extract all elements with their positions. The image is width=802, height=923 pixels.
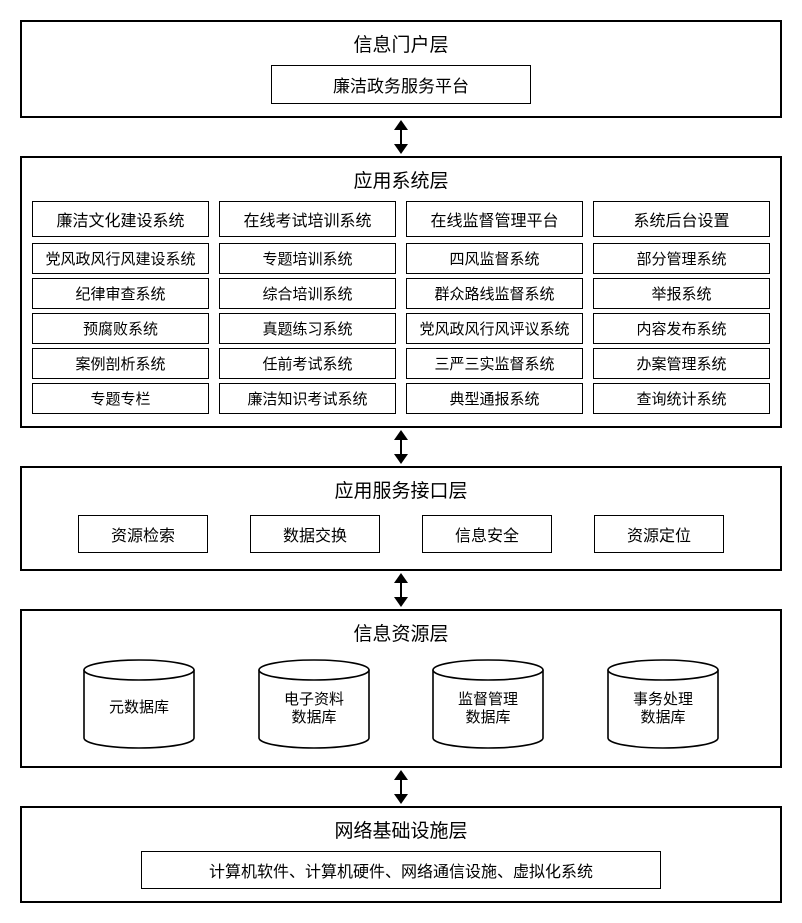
svc-row: 资源检索 数据交换 信息安全 资源定位 bbox=[32, 511, 770, 557]
double-arrow-icon bbox=[389, 120, 413, 154]
svc-item: 资源检索 bbox=[78, 515, 208, 553]
svc-item: 信息安全 bbox=[422, 515, 552, 553]
app-col-2: 在线监督管理平台 四风监督系统 群众路线监督系统 党风政风行风评议系统 三严三实… bbox=[406, 201, 583, 414]
db-cylinder: 监督管理数据库 bbox=[418, 658, 558, 750]
cylinder-icon: 监督管理数据库 bbox=[432, 658, 544, 750]
double-arrow-icon bbox=[389, 430, 413, 464]
app-col-header: 在线考试培训系统 bbox=[219, 201, 396, 237]
svc-item: 资源定位 bbox=[594, 515, 724, 553]
db-cylinder: 电子资料数据库 bbox=[244, 658, 384, 750]
connector-3 bbox=[20, 573, 782, 607]
app-item: 党风政风行风建设系统 bbox=[32, 243, 209, 274]
app-item: 举报系统 bbox=[593, 278, 770, 309]
app-item: 典型通报系统 bbox=[406, 383, 583, 414]
db-label: 数据库 bbox=[640, 709, 685, 726]
cylinder-icon: 事务处理数据库 bbox=[607, 658, 719, 750]
app-item: 任前考试系统 bbox=[219, 348, 396, 379]
cylinder-icon: 元数据库 bbox=[83, 658, 195, 750]
layer-title-portal: 信息门户层 bbox=[32, 30, 770, 57]
layer-portal: 信息门户层 廉洁政务服务平台 bbox=[20, 20, 782, 118]
app-item: 办案管理系统 bbox=[593, 348, 770, 379]
app-item: 廉洁知识考试系统 bbox=[219, 383, 396, 414]
app-item: 预腐败系统 bbox=[32, 313, 209, 344]
db-row: 元数据库 电子资料数据库 监督管理数据库 事务处理数据库 bbox=[32, 654, 770, 754]
app-item: 内容发布系统 bbox=[593, 313, 770, 344]
app-col-header: 系统后台设置 bbox=[593, 201, 770, 237]
app-col-header: 廉洁文化建设系统 bbox=[32, 201, 209, 237]
app-col-0: 廉洁文化建设系统 党风政风行风建设系统 纪律审查系统 预腐败系统 案例剖析系统 … bbox=[32, 201, 209, 414]
connector-2 bbox=[20, 430, 782, 464]
app-item: 案例剖析系统 bbox=[32, 348, 209, 379]
layer-title-svc: 应用服务接口层 bbox=[32, 476, 770, 503]
app-item: 纪律审查系统 bbox=[32, 278, 209, 309]
svc-item: 数据交换 bbox=[250, 515, 380, 553]
app-item: 部分管理系统 bbox=[593, 243, 770, 274]
app-col-1: 在线考试培训系统 专题培训系统 综合培训系统 真题练习系统 任前考试系统 廉洁知… bbox=[219, 201, 396, 414]
infra-content-box: 计算机软件、计算机硬件、网络通信设施、虚拟化系统 bbox=[141, 851, 661, 889]
db-cylinder: 事务处理数据库 bbox=[593, 658, 733, 750]
layer-title-res: 信息资源层 bbox=[32, 619, 770, 646]
db-label: 元数据库 bbox=[109, 699, 169, 716]
app-item: 三严三实监督系统 bbox=[406, 348, 583, 379]
connector-4 bbox=[20, 770, 782, 804]
layer-svc: 应用服务接口层 资源检索 数据交换 信息安全 资源定位 bbox=[20, 466, 782, 571]
app-item: 党风政风行风评议系统 bbox=[406, 313, 583, 344]
app-col-3: 系统后台设置 部分管理系统 举报系统 内容发布系统 办案管理系统 查询统计系统 bbox=[593, 201, 770, 414]
db-label: 数据库 bbox=[291, 709, 336, 726]
db-cylinder: 元数据库 bbox=[69, 658, 209, 750]
portal-platform-box: 廉洁政务服务平台 bbox=[271, 65, 531, 104]
double-arrow-icon bbox=[389, 573, 413, 607]
db-label: 监督管理 bbox=[458, 691, 518, 708]
app-item: 综合培训系统 bbox=[219, 278, 396, 309]
app-item: 群众路线监督系统 bbox=[406, 278, 583, 309]
app-item: 专题培训系统 bbox=[219, 243, 396, 274]
db-label: 电子资料 bbox=[284, 691, 344, 708]
connector-1 bbox=[20, 120, 782, 154]
app-item: 四风监督系统 bbox=[406, 243, 583, 274]
app-item: 查询统计系统 bbox=[593, 383, 770, 414]
layer-title-app: 应用系统层 bbox=[32, 166, 770, 193]
db-label: 数据库 bbox=[466, 709, 511, 726]
db-label: 事务处理 bbox=[633, 691, 693, 708]
layer-infra: 网络基础设施层 计算机软件、计算机硬件、网络通信设施、虚拟化系统 bbox=[20, 806, 782, 903]
app-item: 专题专栏 bbox=[32, 383, 209, 414]
layer-app: 应用系统层 廉洁文化建设系统 党风政风行风建设系统 纪律审查系统 预腐败系统 案… bbox=[20, 156, 782, 428]
app-col-header: 在线监督管理平台 bbox=[406, 201, 583, 237]
layer-title-infra: 网络基础设施层 bbox=[32, 816, 770, 843]
double-arrow-icon bbox=[389, 770, 413, 804]
cylinder-icon: 电子资料数据库 bbox=[258, 658, 370, 750]
app-item: 真题练习系统 bbox=[219, 313, 396, 344]
app-columns: 廉洁文化建设系统 党风政风行风建设系统 纪律审查系统 预腐败系统 案例剖析系统 … bbox=[32, 201, 770, 414]
layer-res: 信息资源层 元数据库 电子资料数据库 监督管理数据库 事务处理数据库 bbox=[20, 609, 782, 768]
